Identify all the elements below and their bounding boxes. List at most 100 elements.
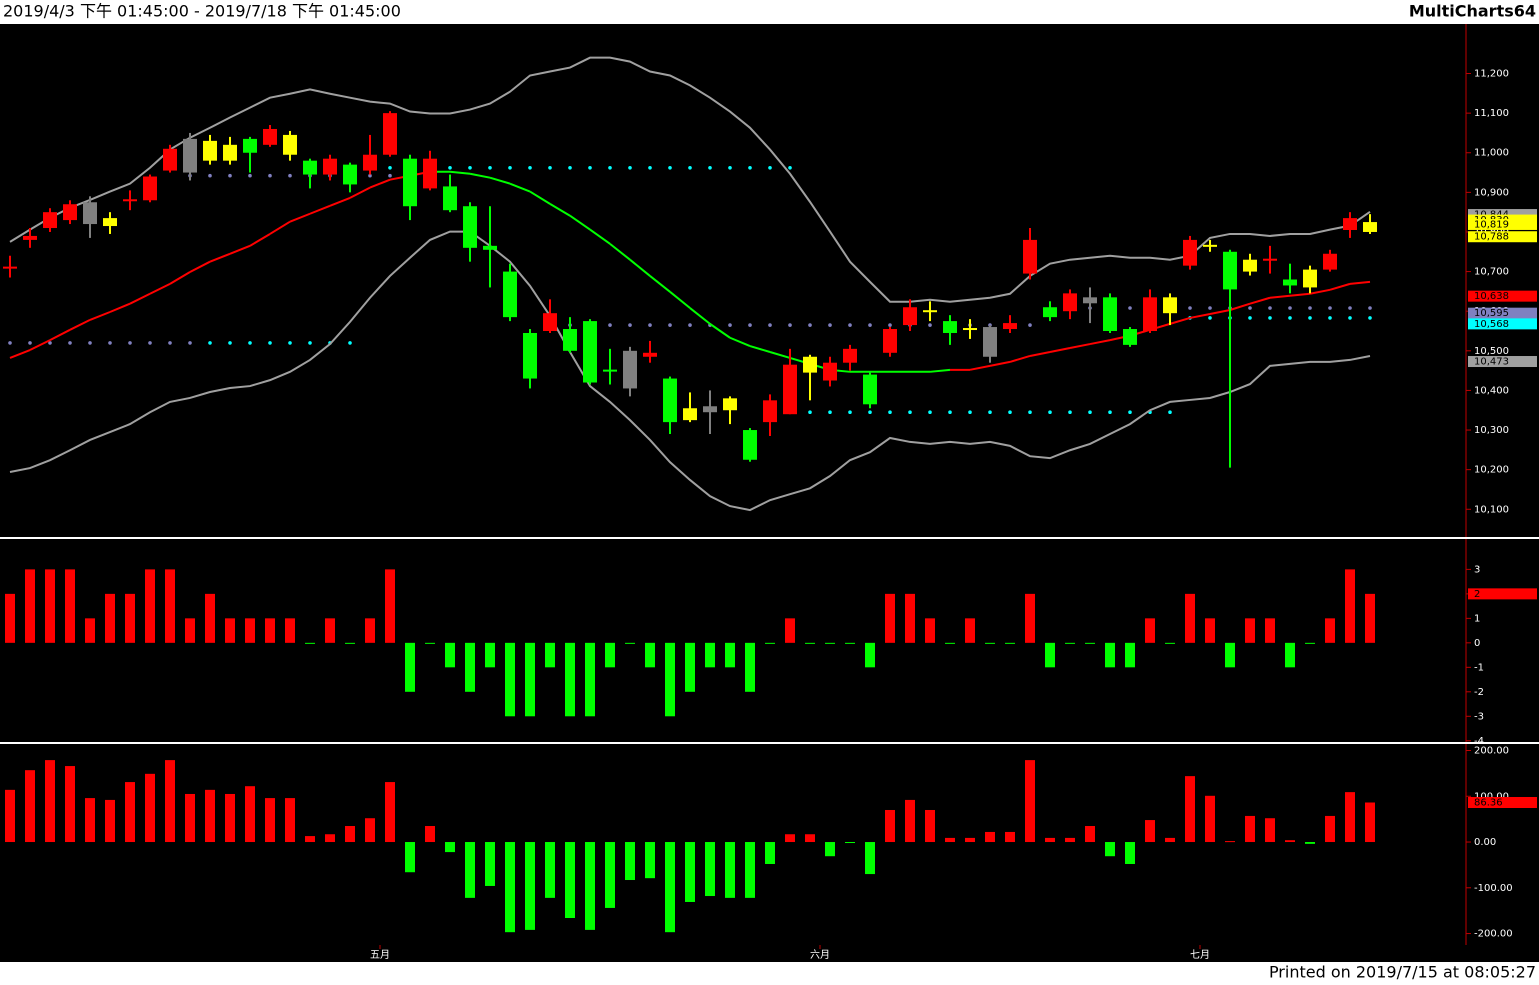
- y-tick-label: 11,000: [1474, 148, 1509, 159]
- bar: [1165, 837, 1175, 843]
- candle-body: [963, 328, 977, 331]
- bar: [325, 618, 335, 643]
- price-tag: [1468, 797, 1537, 809]
- level-dot: [788, 323, 792, 327]
- level-dot: [708, 165, 712, 170]
- candle-body: [43, 212, 57, 229]
- bar: [805, 642, 815, 644]
- level-dot: [728, 165, 732, 170]
- level-dot: [1308, 316, 1312, 320]
- level-dot: [1368, 306, 1372, 310]
- average-line: [469, 172, 491, 179]
- bar: [945, 642, 955, 644]
- bar: [345, 826, 355, 843]
- bar: [45, 569, 55, 643]
- candle-body: [1303, 269, 1317, 288]
- candle-body: [1203, 244, 1217, 247]
- level-dot: [1108, 410, 1112, 415]
- bar: [905, 799, 915, 843]
- bar: [485, 842, 495, 886]
- bar: [1205, 795, 1215, 843]
- price-tag: [1468, 231, 1537, 243]
- bar: [885, 809, 895, 843]
- bar: [1065, 837, 1075, 843]
- level-dot: [1348, 316, 1352, 320]
- bar: [985, 642, 995, 644]
- level-dot: [208, 341, 212, 345]
- level-dot: [528, 165, 532, 170]
- bar: [925, 809, 935, 843]
- bar: [465, 842, 475, 898]
- average-line: [1069, 343, 1091, 350]
- level-dot: [488, 165, 492, 170]
- bar: [525, 642, 535, 717]
- candle-body: [523, 332, 537, 379]
- average-line: [209, 252, 231, 263]
- average-line: [1049, 347, 1071, 353]
- bar: [965, 618, 975, 643]
- x-tick-label: 六月: [810, 949, 830, 961]
- level-dot: [928, 410, 932, 415]
- candle-body: [1363, 222, 1377, 232]
- level-dot: [348, 341, 352, 345]
- level-dot: [1268, 316, 1272, 320]
- bar: [25, 569, 35, 643]
- level-dot: [888, 323, 892, 327]
- average-line: [9, 349, 31, 359]
- candle-body: [123, 199, 137, 202]
- bar: [1105, 642, 1115, 668]
- level-dot: [128, 341, 132, 345]
- bar: [665, 842, 675, 933]
- candle-body: [763, 400, 777, 423]
- y-tick-label: 200.00: [1474, 745, 1509, 756]
- y-tick-label: 10,900: [1474, 187, 1509, 198]
- bar: [265, 798, 275, 843]
- candle-body: [1063, 293, 1077, 312]
- candle-body: [563, 329, 577, 351]
- bar: [845, 842, 855, 844]
- bar: [685, 642, 695, 692]
- level-dot: [848, 323, 852, 327]
- average-line: [1169, 316, 1191, 325]
- bar: [5, 789, 15, 843]
- y-tick-label: -3: [1474, 711, 1484, 722]
- y-tick-label: -100.00: [1474, 883, 1513, 894]
- price-tag-label: 86.36: [1474, 798, 1503, 809]
- average-line: [1309, 288, 1331, 295]
- level-dot: [688, 165, 692, 170]
- candle-body: [483, 245, 497, 250]
- y-tick-label: 3: [1474, 564, 1480, 575]
- candle-body: [63, 204, 77, 221]
- candle-body: [743, 430, 757, 460]
- bar: [1125, 642, 1135, 668]
- candle-body: [643, 352, 657, 357]
- candle-body: [883, 329, 897, 353]
- average-line: [369, 178, 391, 189]
- level-dot: [928, 323, 932, 327]
- average-line: [729, 336, 751, 347]
- average-line: [29, 339, 51, 351]
- y-tick-label: 11,200: [1474, 69, 1509, 80]
- candle-body: [1163, 297, 1177, 314]
- level-dot: [108, 341, 112, 345]
- level-dot: [968, 410, 972, 415]
- bar: [105, 799, 115, 843]
- candle-body: [443, 186, 457, 211]
- candle-body: [423, 158, 437, 189]
- bar: [1085, 642, 1095, 644]
- level-dot: [668, 323, 672, 327]
- candle-body: [1023, 239, 1037, 274]
- level-dot: [1168, 410, 1172, 415]
- bar: [845, 642, 855, 644]
- level-dot: [828, 410, 832, 415]
- level-dot: [388, 165, 392, 170]
- level-dot: [228, 341, 232, 345]
- bar: [525, 842, 535, 930]
- level-dot: [1328, 306, 1332, 310]
- bar: [605, 642, 615, 668]
- candle-body: [1083, 297, 1097, 304]
- level-dot: [448, 165, 452, 170]
- bar: [45, 760, 55, 843]
- candle-body: [383, 113, 397, 155]
